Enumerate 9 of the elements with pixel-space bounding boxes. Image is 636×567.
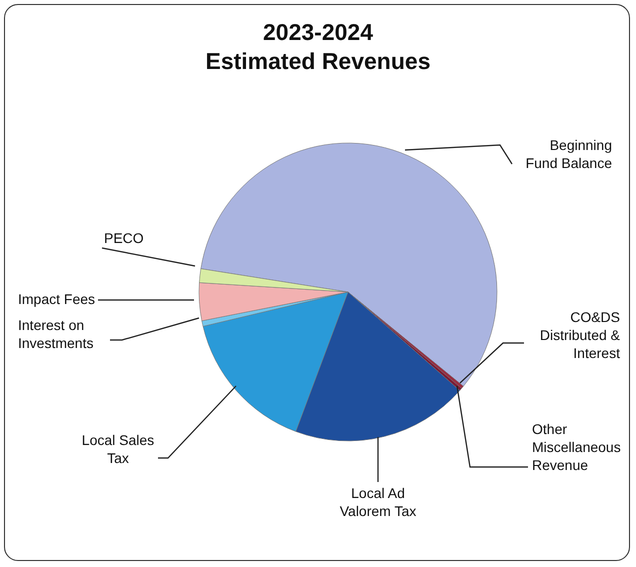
- slice-label: Local Ad Valorem Tax: [340, 485, 416, 519]
- slice-label: Impact Fees: [18, 291, 96, 307]
- slice-label: CO&DS Distributed & Interest: [540, 309, 621, 361]
- slice-label: Local Sales Tax: [82, 432, 154, 466]
- slice-label: PECO: [104, 230, 144, 246]
- slice-label: Beginning Fund Balance: [526, 137, 612, 171]
- slice-label: Other Miscellaneous Revenue: [532, 421, 621, 473]
- slice-label: Interest on Investments: [18, 317, 94, 351]
- chart-title: 2023-2024 Estimated Revenues: [204, 18, 432, 76]
